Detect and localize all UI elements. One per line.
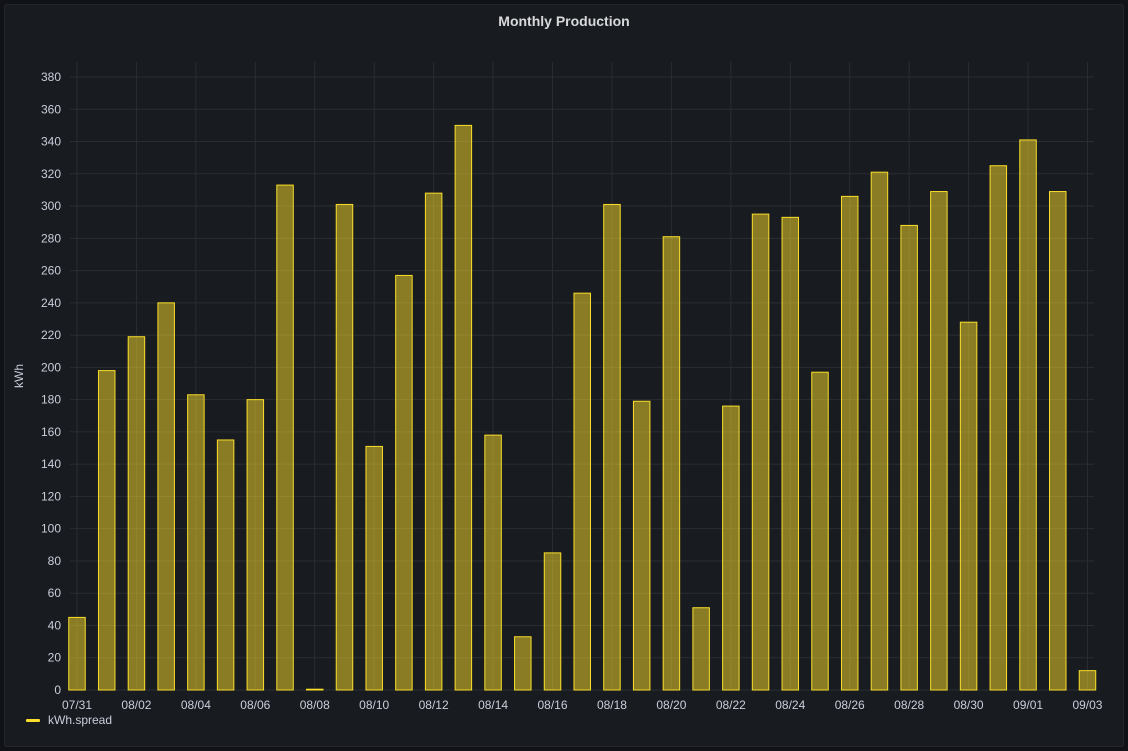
bar-08-12[interactable] <box>424 192 443 691</box>
y-tick-label: 300 <box>41 199 61 213</box>
x-tick-label: 09/01 <box>1013 698 1043 712</box>
panel-title[interactable]: Monthly Production <box>498 13 630 29</box>
x-tick-label: 08/04 <box>181 698 211 712</box>
bar-08-15[interactable] <box>514 636 532 691</box>
legend-label[interactable]: kWh.spread <box>48 713 113 727</box>
bar-08-09[interactable] <box>335 203 354 691</box>
bar-09-03[interactable] <box>1078 670 1097 691</box>
bar-08-21[interactable] <box>692 607 710 691</box>
bar-08-27[interactable] <box>870 171 889 691</box>
y-tick-label: 240 <box>41 296 61 310</box>
x-tick-label: 09/03 <box>1072 698 1102 712</box>
bar-08-23[interactable] <box>751 213 770 691</box>
bar-08-16[interactable] <box>543 552 562 691</box>
x-tick-label: 08/20 <box>656 698 686 712</box>
bar-07-31[interactable] <box>68 616 86 691</box>
x-tick-label: 08/30 <box>954 698 984 712</box>
y-tick-label: 220 <box>41 328 61 342</box>
bar-08-02[interactable] <box>127 336 146 691</box>
bar-08-26[interactable] <box>840 195 859 691</box>
bar-08-29[interactable] <box>930 191 948 691</box>
y-tick-label: 20 <box>48 651 62 665</box>
x-tick-label: 08/22 <box>716 698 746 712</box>
y-tick-label: 140 <box>41 457 61 471</box>
y-tick-label: 260 <box>41 264 61 278</box>
bar-09-01[interactable] <box>1019 139 1037 691</box>
y-tick-label: 320 <box>41 167 61 181</box>
bar-08-19[interactable] <box>632 400 651 691</box>
bar-08-03[interactable] <box>157 302 175 691</box>
bar-08-20[interactable] <box>662 236 681 691</box>
bar-08-07[interactable] <box>276 184 294 691</box>
bar-08-30[interactable] <box>959 321 978 691</box>
bar-08-22[interactable] <box>722 405 740 691</box>
y-tick-label: 120 <box>41 489 61 503</box>
x-tick-label: 08/10 <box>359 698 389 712</box>
legend-swatch <box>26 718 40 722</box>
bar-09-02[interactable] <box>1049 191 1067 691</box>
bar-08-01[interactable] <box>97 370 116 691</box>
y-tick-label: 360 <box>41 102 61 116</box>
x-tick-label: 08/14 <box>478 698 508 712</box>
x-tick-label: 07/31 <box>62 698 92 712</box>
x-tick-label: 08/28 <box>894 698 924 712</box>
y-tick-label: 380 <box>41 70 61 84</box>
bar-08-24[interactable] <box>781 216 800 691</box>
y-tick-label: 40 <box>48 618 62 632</box>
y-tick-label: 80 <box>48 554 62 568</box>
bar-08-17[interactable] <box>573 292 591 691</box>
y-tick-label: 340 <box>41 135 61 149</box>
legend[interactable]: kWh.spread <box>26 713 112 727</box>
x-tick-label: 08/12 <box>419 698 449 712</box>
x-tick-label: 08/02 <box>121 698 151 712</box>
y-tick-label: 60 <box>48 586 62 600</box>
x-tick-label: 08/26 <box>835 698 865 712</box>
bar-08-06[interactable] <box>246 399 265 691</box>
y-tick-label: 0 <box>54 683 61 697</box>
y-tick-label: 180 <box>41 393 61 407</box>
x-tick-label: 08/18 <box>597 698 627 712</box>
y-axis-title: kWh <box>12 364 26 388</box>
x-tick-label: 08/08 <box>300 698 330 712</box>
bar-08-14[interactable] <box>484 434 502 691</box>
bar-08-18[interactable] <box>603 203 621 691</box>
y-tick-label: 160 <box>41 425 61 439</box>
x-tick-label: 08/06 <box>240 698 270 712</box>
bar-08-08[interactable] <box>306 688 324 691</box>
x-tick-label: 08/24 <box>775 698 805 712</box>
bar-08-13[interactable] <box>454 124 473 691</box>
y-tick-label: 280 <box>41 231 61 245</box>
y-tick-label: 100 <box>41 522 61 536</box>
bar-08-31[interactable] <box>989 165 1008 691</box>
bar-08-10[interactable] <box>365 445 383 691</box>
bar-08-28[interactable] <box>900 224 918 691</box>
bar-08-05[interactable] <box>216 439 235 691</box>
bar-08-04[interactable] <box>187 394 205 691</box>
x-tick-label: 08/16 <box>538 698 568 712</box>
bar-08-11[interactable] <box>395 274 413 691</box>
y-tick-label: 200 <box>41 360 61 374</box>
bar-08-25[interactable] <box>811 371 829 691</box>
